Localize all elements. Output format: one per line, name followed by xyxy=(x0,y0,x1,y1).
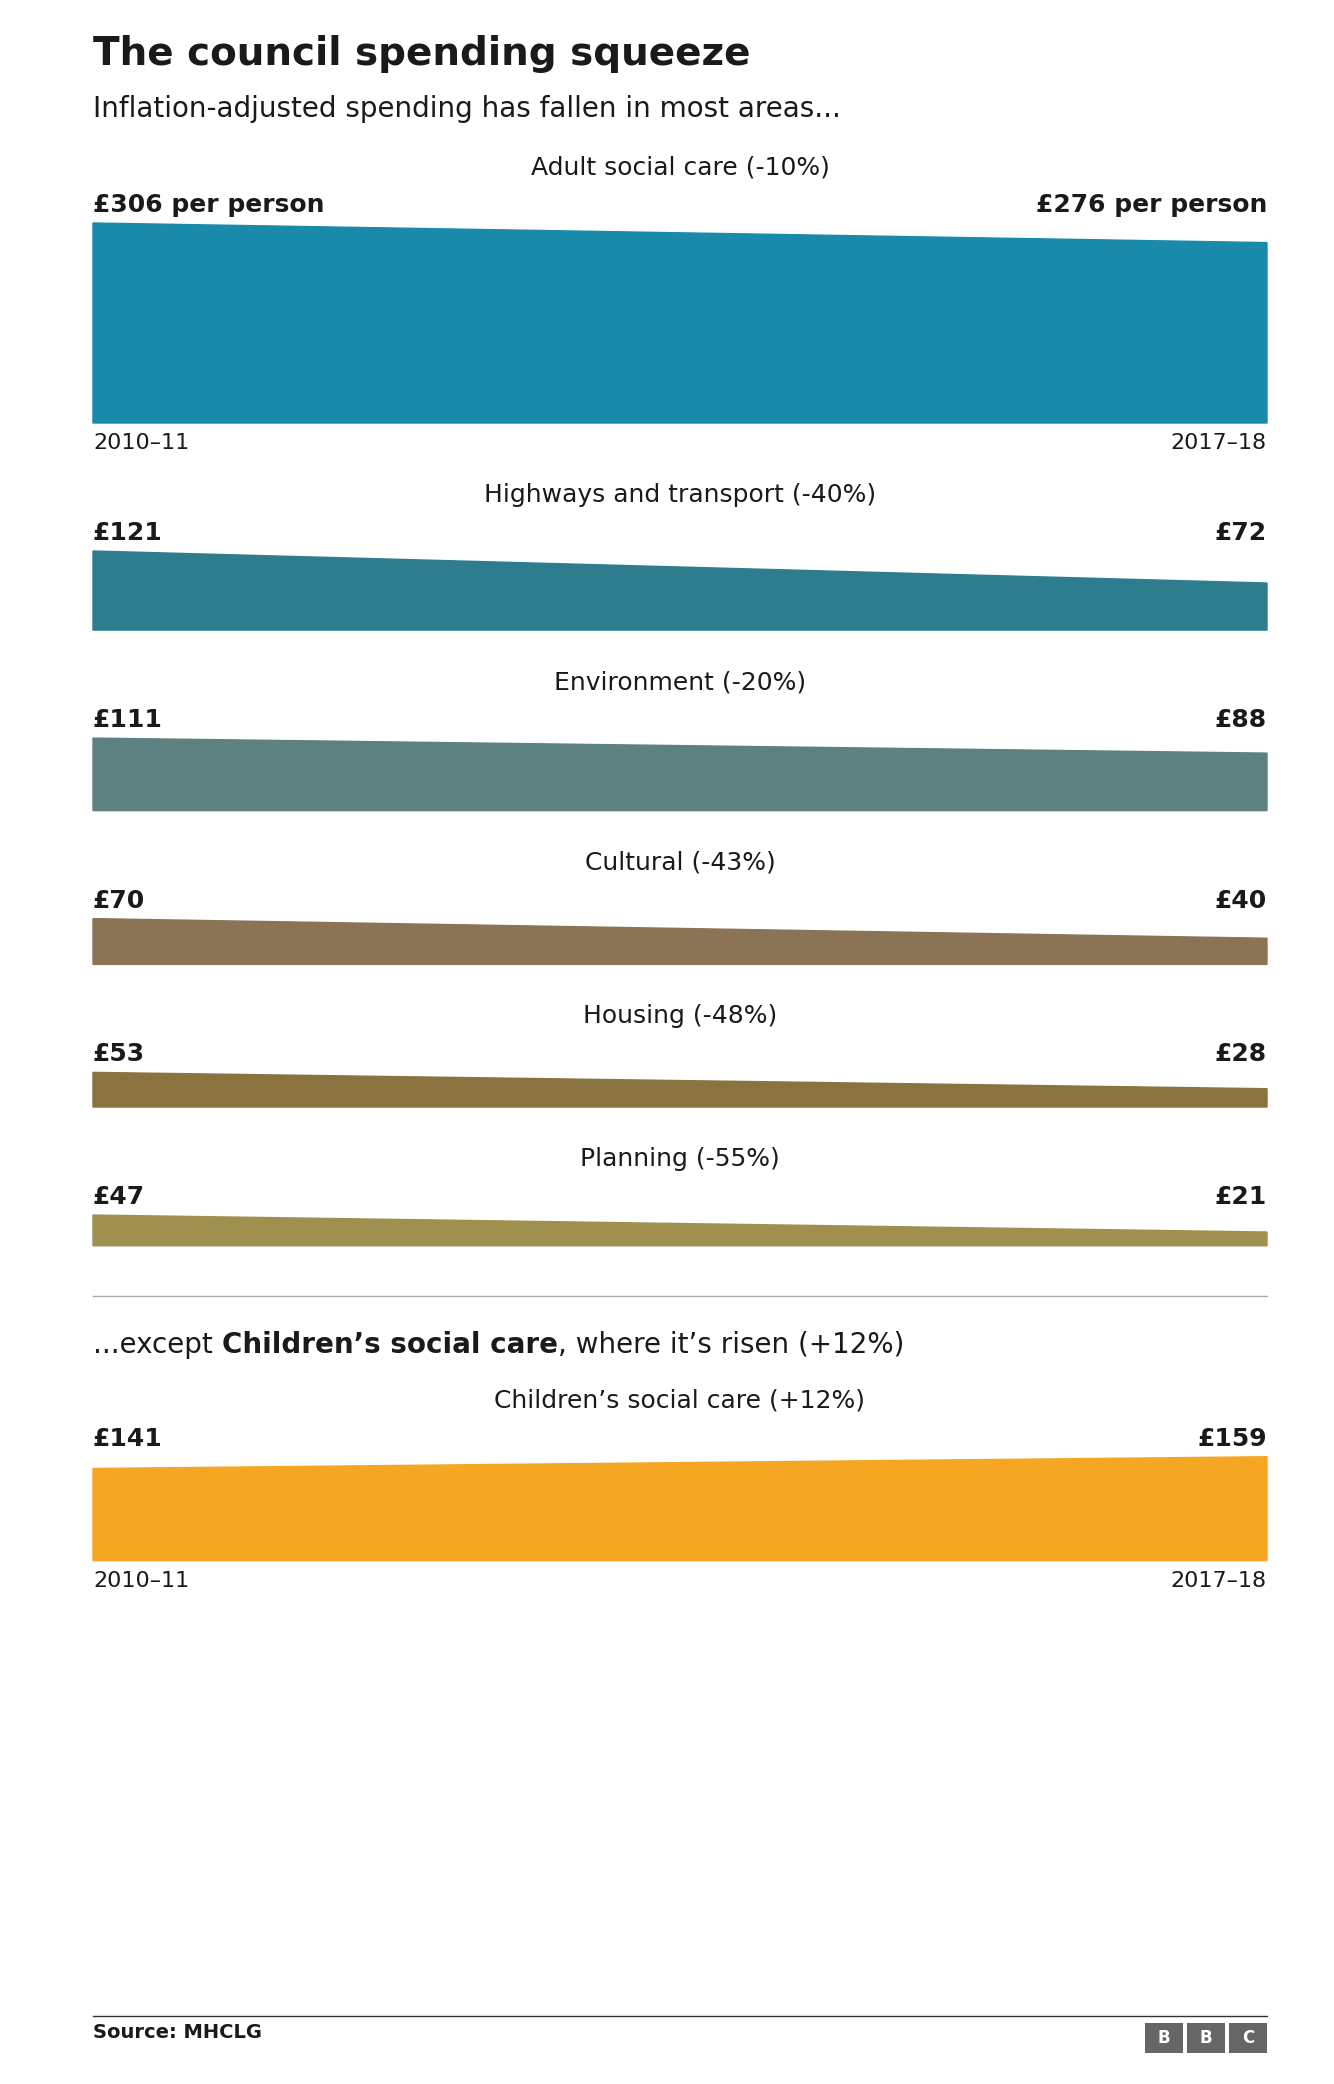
Text: Highways and transport (-40%): Highways and transport (-40%) xyxy=(484,483,876,506)
Text: The council spending squeeze: The council spending squeeze xyxy=(93,35,751,73)
FancyBboxPatch shape xyxy=(1229,2024,1267,2053)
Text: £21: £21 xyxy=(1215,1186,1267,1209)
Polygon shape xyxy=(93,1457,1267,1561)
Text: 2010–11: 2010–11 xyxy=(93,1571,189,1590)
Text: £141: £141 xyxy=(93,1428,163,1450)
Text: Children’s social care (+12%): Children’s social care (+12%) xyxy=(495,1388,866,1413)
Text: £306 per person: £306 per person xyxy=(93,194,324,217)
Text: C: C xyxy=(1242,2030,1254,2046)
Text: Inflation-adjusted spending has fallen in most areas...: Inflation-adjusted spending has fallen i… xyxy=(93,96,840,123)
Text: £72: £72 xyxy=(1215,521,1267,546)
Text: £88: £88 xyxy=(1215,709,1267,731)
Polygon shape xyxy=(93,1073,1267,1107)
Text: 2017–18: 2017–18 xyxy=(1171,1571,1267,1590)
Text: Cultural (-43%): Cultural (-43%) xyxy=(584,850,775,875)
Polygon shape xyxy=(93,550,1267,629)
Text: £159: £159 xyxy=(1198,1428,1267,1450)
Text: £121: £121 xyxy=(93,521,163,546)
FancyBboxPatch shape xyxy=(1187,2024,1225,2053)
Text: Housing (-48%): Housing (-48%) xyxy=(583,1004,778,1027)
Text: B: B xyxy=(1199,2030,1213,2046)
Text: Planning (-55%): Planning (-55%) xyxy=(580,1146,780,1171)
Text: £28: £28 xyxy=(1215,1042,1267,1067)
Text: £47: £47 xyxy=(93,1186,145,1209)
Text: £111: £111 xyxy=(93,709,163,731)
FancyBboxPatch shape xyxy=(1145,2024,1183,2053)
Text: Adult social care (-10%): Adult social care (-10%) xyxy=(531,154,830,179)
Text: Source: MHCLG: Source: MHCLG xyxy=(93,2024,261,2042)
Text: B: B xyxy=(1158,2030,1170,2046)
Text: 2010–11: 2010–11 xyxy=(93,433,189,452)
Polygon shape xyxy=(93,1215,1267,1246)
Text: £53: £53 xyxy=(93,1042,145,1067)
Text: £70: £70 xyxy=(93,888,145,913)
Text: Environment (-20%): Environment (-20%) xyxy=(554,671,806,694)
Text: ...except: ...except xyxy=(93,1332,221,1359)
Text: 2017–18: 2017–18 xyxy=(1171,433,1267,452)
Text: , where it’s risen (+12%): , where it’s risen (+12%) xyxy=(558,1332,904,1359)
Text: Children’s social care: Children’s social care xyxy=(221,1332,558,1359)
Polygon shape xyxy=(93,223,1267,423)
Text: £40: £40 xyxy=(1215,888,1267,913)
Polygon shape xyxy=(93,738,1267,811)
Polygon shape xyxy=(93,919,1267,965)
Text: £276 per person: £276 per person xyxy=(1035,194,1267,217)
